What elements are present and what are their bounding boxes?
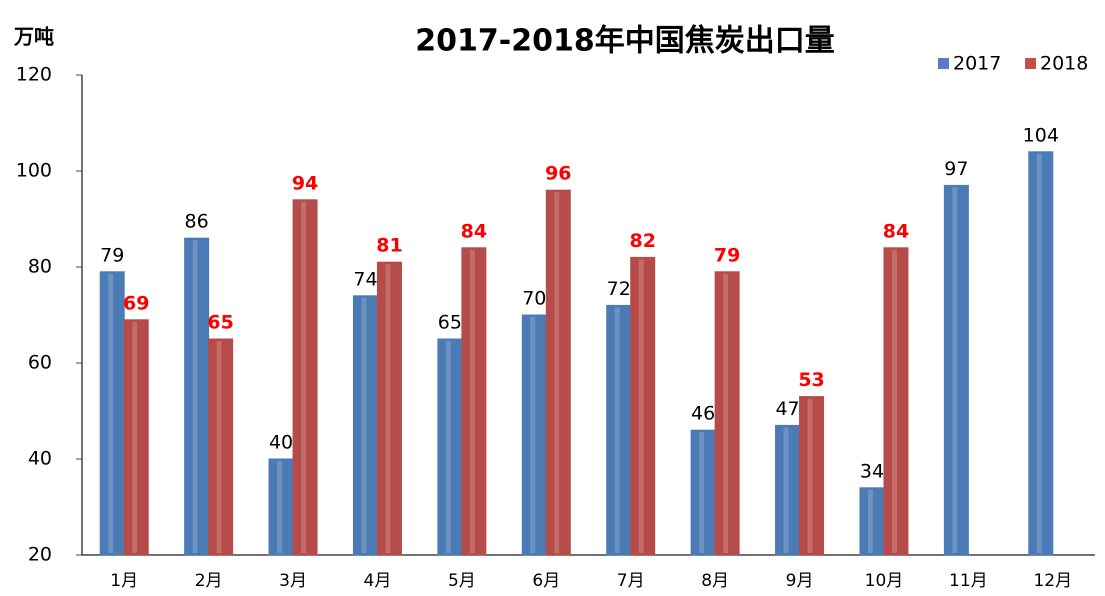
value-label: 65 bbox=[438, 312, 462, 334]
bar bbox=[799, 396, 825, 556]
value-label: 94 bbox=[292, 172, 318, 194]
bar-highlight bbox=[469, 249, 475, 554]
value-label: 82 bbox=[629, 230, 655, 252]
y-tick-label: 20 bbox=[28, 544, 52, 566]
bar bbox=[292, 199, 318, 556]
bar-highlight bbox=[867, 489, 873, 553]
value-label: 53 bbox=[798, 369, 824, 391]
bar bbox=[775, 424, 801, 556]
bar-highlight bbox=[638, 259, 644, 553]
legend-swatch bbox=[1025, 58, 1036, 69]
value-label: 34 bbox=[860, 460, 884, 482]
x-tick-label: 12月 bbox=[1033, 571, 1072, 591]
legend-label: 2017 bbox=[953, 53, 1001, 75]
bar-highlight bbox=[277, 461, 283, 553]
bar bbox=[690, 429, 716, 556]
x-tick-label: 2月 bbox=[195, 571, 223, 591]
bar-highlight bbox=[614, 307, 620, 553]
legend-label: 2018 bbox=[1040, 53, 1088, 75]
x-tick-label: 11月 bbox=[949, 571, 988, 591]
bar-highlight bbox=[385, 264, 391, 553]
x-tick-label: 3月 bbox=[279, 571, 307, 591]
bar bbox=[943, 184, 969, 556]
value-label: 79 bbox=[100, 244, 124, 266]
value-label: 104 bbox=[1023, 124, 1059, 146]
value-label: 69 bbox=[123, 292, 149, 314]
bar bbox=[352, 295, 378, 556]
value-label: 74 bbox=[353, 268, 377, 290]
value-label: 46 bbox=[691, 403, 715, 425]
bar bbox=[461, 247, 487, 556]
bar bbox=[714, 271, 740, 556]
bar-highlight bbox=[445, 341, 451, 553]
bar-highlight bbox=[361, 297, 367, 553]
bar-highlight bbox=[1036, 153, 1042, 554]
bar-highlight bbox=[216, 341, 222, 553]
legend-swatch bbox=[938, 58, 949, 69]
value-label: 47 bbox=[775, 398, 799, 420]
bar-highlight bbox=[132, 321, 138, 553]
value-label: 70 bbox=[522, 288, 546, 310]
bar-highlight bbox=[301, 201, 307, 554]
y-tick-label: 100 bbox=[16, 160, 52, 182]
bar-highlight bbox=[530, 317, 536, 553]
y-tick-label: 120 bbox=[16, 64, 52, 86]
y-tick-label: 80 bbox=[28, 256, 52, 278]
x-tick-label: 10月 bbox=[865, 571, 904, 591]
x-tick-label: 8月 bbox=[701, 571, 729, 591]
chart-title: 2017-2018年中国焦炭出口量 bbox=[415, 24, 834, 59]
bar bbox=[1028, 151, 1054, 556]
bar bbox=[630, 256, 656, 556]
value-label: 84 bbox=[461, 220, 487, 242]
x-tick-label: 6月 bbox=[532, 571, 560, 591]
bar bbox=[208, 338, 234, 556]
bar-highlight bbox=[783, 427, 789, 553]
bar-highlight bbox=[807, 398, 813, 553]
value-label: 86 bbox=[185, 211, 209, 233]
bar bbox=[883, 247, 909, 556]
bar-highlight bbox=[723, 273, 729, 553]
bar-highlight bbox=[699, 432, 705, 553]
y-axis-label: 万吨 bbox=[13, 25, 54, 49]
x-tick-label: 7月 bbox=[617, 571, 645, 591]
x-tick-label: 9月 bbox=[786, 571, 814, 591]
bar-highlight bbox=[952, 187, 958, 553]
value-label: 97 bbox=[944, 158, 968, 180]
value-label: 40 bbox=[269, 432, 293, 454]
bar bbox=[437, 338, 463, 556]
bar bbox=[99, 271, 125, 556]
x-tick-label: 4月 bbox=[364, 571, 392, 591]
bar-highlight bbox=[192, 240, 198, 553]
y-tick-label: 40 bbox=[28, 448, 52, 470]
bar-highlight bbox=[554, 192, 560, 553]
value-label: 96 bbox=[545, 163, 571, 185]
bar bbox=[606, 304, 632, 556]
value-label: 79 bbox=[714, 244, 740, 266]
bar-highlight bbox=[108, 273, 114, 553]
y-tick-label: 60 bbox=[28, 352, 52, 374]
bar bbox=[521, 314, 547, 556]
x-tick-label: 1月 bbox=[110, 571, 138, 591]
bar bbox=[859, 487, 885, 556]
value-label: 65 bbox=[207, 312, 233, 334]
x-tick-label: 5月 bbox=[448, 571, 476, 591]
bar-highlight bbox=[891, 249, 897, 554]
value-label: 81 bbox=[376, 235, 402, 257]
bar bbox=[545, 189, 571, 556]
bar bbox=[376, 261, 402, 556]
value-label: 72 bbox=[607, 278, 631, 300]
value-label: 84 bbox=[883, 220, 909, 242]
bar bbox=[123, 319, 149, 556]
